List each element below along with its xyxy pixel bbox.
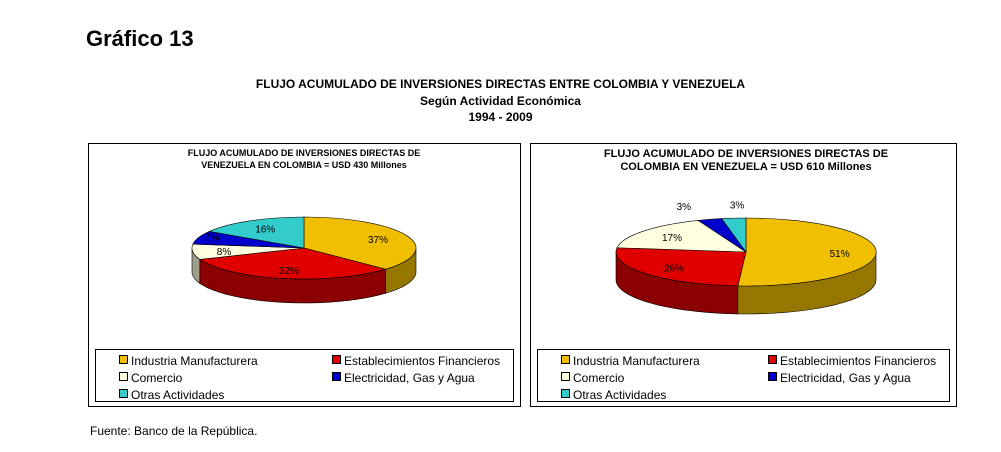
legend-label: Electricidad, Gas y Agua [780,371,911,385]
pie-chart-venezuela-en-colombia: FLUJO ACUMULADO DE INVERSIONES DIRECTAS … [188,148,421,304]
legend-label: Electricidad, Gas y Agua [344,371,475,385]
data-label-otras-actividades: 16% [255,224,275,235]
pie-slice-otras-actividades [208,216,305,249]
chart-title: COLOMBIA EN VENEZUELA = USD 610 Millones [620,161,871,173]
data-label-industria-manufacturera: 37% [368,235,388,246]
legend-swatch [332,372,341,381]
data-label-establecimientos-financieros: 26% [664,264,684,275]
legend-swatch [332,355,341,364]
pie-slice-comercio [616,220,748,253]
legend-item: Otras Actividades [119,388,224,402]
legend-swatch [561,355,570,364]
legend-swatch [768,355,777,364]
legend-swatch [561,372,570,381]
pie-slice-establecimientos-financieros [615,247,747,287]
legend-swatch [768,372,777,381]
legend-item: Establecimientos Financieros [768,354,936,368]
legend: Industria Manufacturera Establecimientos… [537,349,950,402]
legend-item: Industria Manufacturera [119,354,258,368]
chart-title: FLUJO ACUMULADO DE INVERSIONES DIRECTAS … [604,148,888,160]
main-subtitle: Según Actividad Económica [420,94,581,108]
legend-swatch [119,355,128,364]
data-label-establecimientos-financieros: 32% [279,266,299,277]
legend-item: Comercio [119,371,182,385]
legend-label: Otras Actividades [573,388,667,402]
data-label-electricidad-gas-y-agua: 7% [205,232,220,243]
data-label-comercio: 8% [217,247,232,258]
chart-title: FLUJO ACUMULADO DE INVERSIONES DIRECTAS … [188,148,421,158]
legend-swatch [119,372,128,381]
pie-slice-establecimientos-financieros [199,247,387,280]
data-label-otras-actividades: 3% [730,201,745,212]
legend-label: Industria Manufacturera [573,354,700,368]
legend-item: Establecimientos Financieros [332,354,500,368]
data-label-comercio: 17% [662,233,682,244]
legend-item: Electricidad, Gas y Agua [768,371,911,385]
pie-slice-otras-actividades [721,217,747,253]
legend: Industria Manufacturera Establecimientos… [95,349,514,402]
data-label-electricidad-gas-y-agua: 3% [677,202,692,213]
legend-label: Establecimientos Financieros [344,354,501,368]
legend-label: Establecimientos Financieros [780,354,937,368]
legend-label: Otras Actividades [131,388,225,402]
legend-item: Otras Actividades [561,388,666,402]
pie-slice-industria-manufacturera [737,217,877,287]
legend-swatch [119,389,128,398]
pie-slice-industria-manufacturera [303,216,417,270]
source-note: Fuente: Banco de la República. [90,424,258,438]
figure-label: Gráfico 13 [86,26,194,51]
legend-item: Industria Manufacturera [561,354,700,368]
chart-panel-colombia-en-venezuela: FLUJO ACUMULADO DE INVERSIONES DIRECTAS … [530,143,957,407]
legend-label: Comercio [131,371,183,385]
legend-label: Industria Manufacturera [131,354,258,368]
legend-item: Electricidad, Gas y Agua [332,371,475,385]
legend-item: Comercio [561,371,624,385]
main-title: FLUJO ACUMULADO DE INVERSIONES DIRECTAS … [255,77,746,91]
main-period: 1994 - 2009 [468,110,533,124]
chart-panel-venezuela-en-colombia: FLUJO ACUMULADO DE INVERSIONES DIRECTAS … [88,143,521,407]
legend-swatch [561,389,570,398]
chart-title: VENEZUELA EN COLOMBIA = USD 430 Millones [201,160,407,170]
data-label-industria-manufacturera: 51% [830,249,850,260]
legend-label: Comercio [573,371,625,385]
pie-chart-colombia-en-venezuela: FLUJO ACUMULADO DE INVERSIONES DIRECTAS … [604,148,888,315]
